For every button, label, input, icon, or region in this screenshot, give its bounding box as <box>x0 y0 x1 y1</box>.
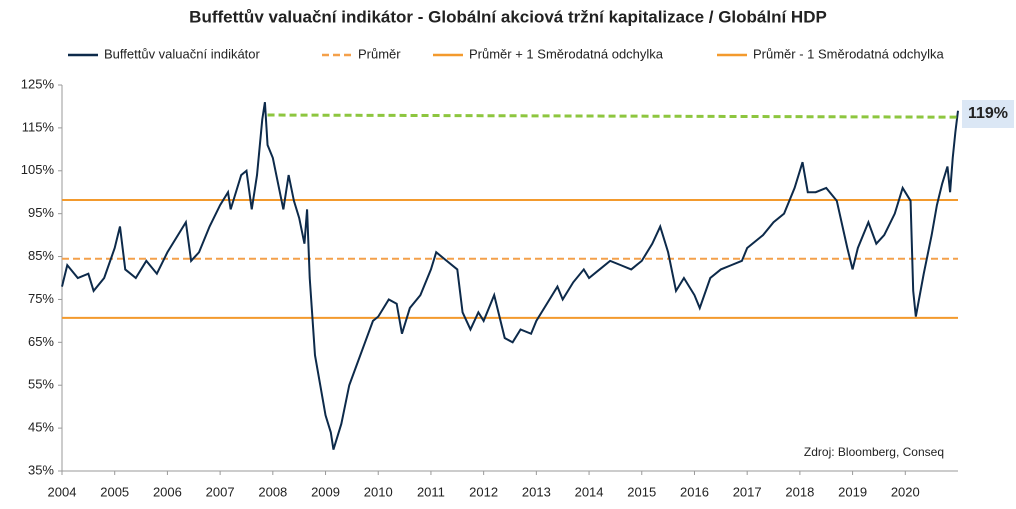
legend-label: Průměr + 1 Směrodatná odchylka <box>469 46 664 61</box>
x-tick-label: 2007 <box>206 484 235 499</box>
x-tick-label: 2011 <box>417 484 445 499</box>
x-tick-label: 2010 <box>364 484 393 499</box>
x-tick-label: 2009 <box>311 484 340 499</box>
annotation: 119% <box>968 105 1008 122</box>
x-tick-label: 2005 <box>100 484 129 499</box>
x-tick-label: 2013 <box>522 484 551 499</box>
y-tick-label: 75% <box>28 291 54 306</box>
x-tick-label: 2017 <box>733 484 762 499</box>
legend-label: Buffettův valuační indikátor <box>104 46 261 61</box>
source: Zdroj: Bloomberg, Conseq <box>804 445 944 459</box>
series-line <box>61 102 959 450</box>
x-tick-label: 2018 <box>785 484 814 499</box>
x-tick-label: 2019 <box>838 484 867 499</box>
x-tick-label: 2006 <box>153 484 182 499</box>
y-tick-label: 85% <box>28 248 54 263</box>
y-tick-label: 115% <box>22 119 55 134</box>
y-tick-label: 125% <box>21 76 55 91</box>
x-tick-label: 2012 <box>469 484 498 499</box>
x-tick-label: 2020 <box>891 484 920 499</box>
annotation-box <box>962 100 1014 128</box>
reference-line <box>267 113 959 119</box>
x-tick-label: 2014 <box>575 484 604 499</box>
x-tick-label: 2008 <box>258 484 287 499</box>
y-tick-label: 65% <box>28 334 54 349</box>
y-tick-label: 95% <box>28 205 54 220</box>
legend-label: Průměr <box>358 46 401 61</box>
y-tick-label: 55% <box>28 377 54 392</box>
chart-title: Buffettův valuační indikátor - Globální … <box>189 7 827 26</box>
y-tick-label: 105% <box>21 162 55 177</box>
legend-label: Průměr - 1 Směrodatná odchylka <box>753 46 945 61</box>
x-tick-label: 2004 <box>48 484 77 499</box>
x-tick-label: 2015 <box>627 484 656 499</box>
x-tick-label: 2016 <box>680 484 709 499</box>
y-tick-label: 45% <box>28 420 54 435</box>
y-tick-label: 35% <box>28 462 54 477</box>
